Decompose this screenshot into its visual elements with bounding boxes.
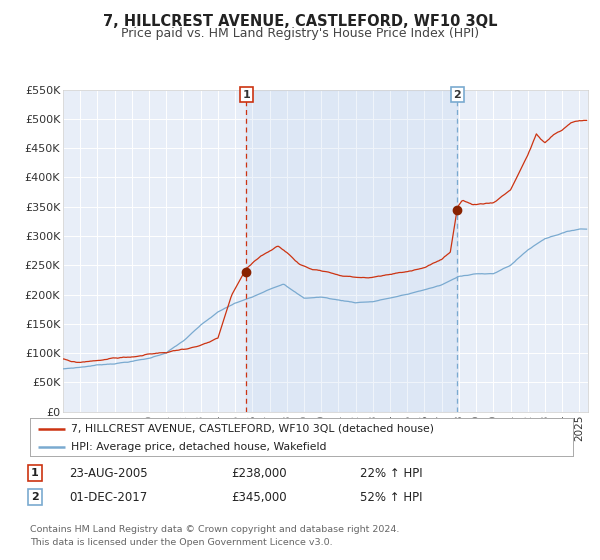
Text: This data is licensed under the Open Government Licence v3.0.: This data is licensed under the Open Gov…: [30, 538, 332, 547]
Text: £238,000: £238,000: [231, 466, 287, 480]
Text: 23-AUG-2005: 23-AUG-2005: [69, 466, 148, 480]
Text: Price paid vs. HM Land Registry's House Price Index (HPI): Price paid vs. HM Land Registry's House …: [121, 27, 479, 40]
Text: HPI: Average price, detached house, Wakefield: HPI: Average price, detached house, Wake…: [71, 442, 326, 452]
Text: Contains HM Land Registry data © Crown copyright and database right 2024.: Contains HM Land Registry data © Crown c…: [30, 525, 400, 534]
Text: 01-DEC-2017: 01-DEC-2017: [69, 491, 147, 504]
Text: 2: 2: [454, 90, 461, 100]
Text: 7, HILLCREST AVENUE, CASTLEFORD, WF10 3QL: 7, HILLCREST AVENUE, CASTLEFORD, WF10 3Q…: [103, 14, 497, 29]
Bar: [246, 90, 457, 412]
Text: 1: 1: [31, 468, 38, 478]
Text: £345,000: £345,000: [231, 491, 287, 504]
Text: 52% ↑ HPI: 52% ↑ HPI: [360, 491, 422, 504]
Text: 7, HILLCREST AVENUE, CASTLEFORD, WF10 3QL (detached house): 7, HILLCREST AVENUE, CASTLEFORD, WF10 3Q…: [71, 423, 434, 433]
Text: 1: 1: [242, 90, 250, 100]
Text: 2: 2: [31, 492, 38, 502]
Text: 22% ↑ HPI: 22% ↑ HPI: [360, 466, 422, 480]
